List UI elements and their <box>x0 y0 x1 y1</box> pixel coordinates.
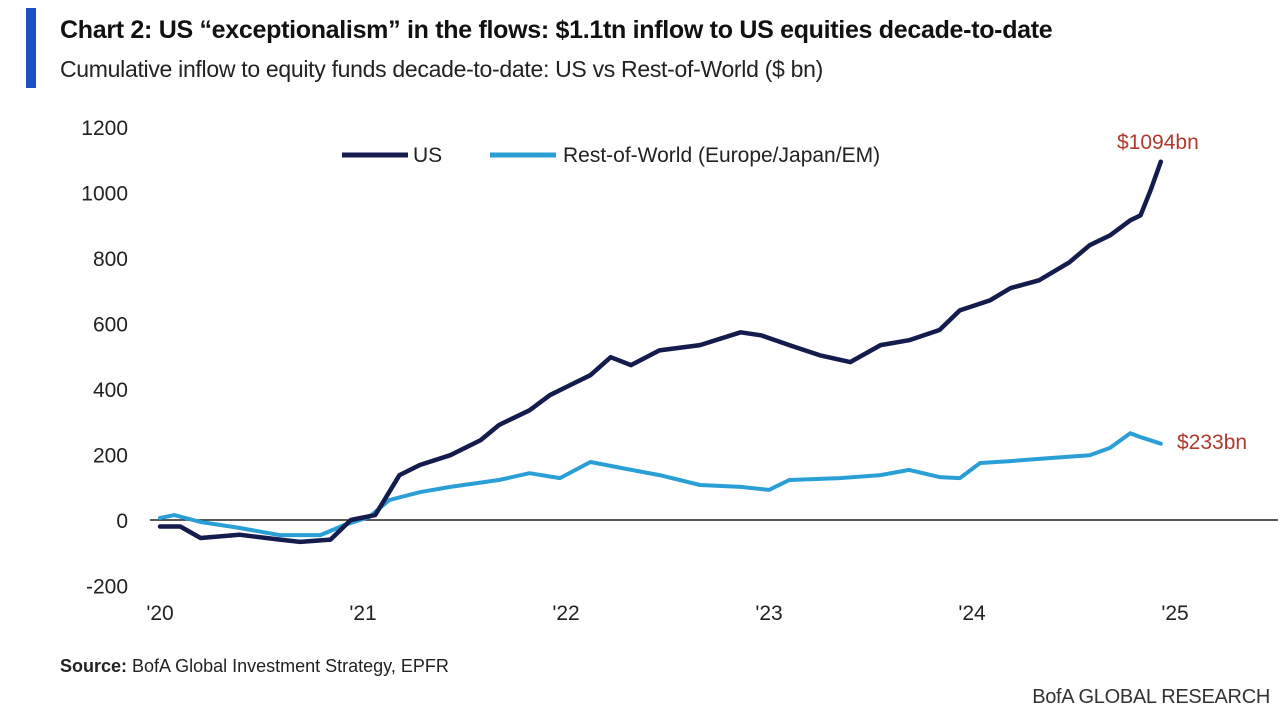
y-tick-label: 1200 <box>81 117 128 140</box>
series-line-row <box>158 431 1163 538</box>
source-text: BofA Global Investment Strategy, EPFR <box>127 656 449 676</box>
source-label: Source: <box>60 656 128 676</box>
y-axis: -200 0 200 400 600 800 1000 1200 <box>81 117 128 599</box>
y-tick-label: 0 <box>116 510 128 533</box>
x-tick-label: '23 <box>755 602 782 625</box>
end-label-row: $233bn <box>1177 431 1247 454</box>
y-tick-label: 200 <box>93 445 128 468</box>
y-tick-label: 600 <box>93 314 128 337</box>
title-accent-bar <box>26 8 36 88</box>
y-tick-label: 400 <box>93 379 128 402</box>
x-tick-label: '25 <box>1161 602 1188 625</box>
x-tick-label: '22 <box>552 602 579 625</box>
x-axis: '20 '21 '22 '23 '24 '25 <box>146 602 1188 625</box>
series-lines <box>157 159 1164 545</box>
legend-label-row: Rest-of-World (Europe/Japan/EM) <box>563 144 880 167</box>
source-note: Source: BofA Global Investment Strategy,… <box>60 656 449 677</box>
x-tick-label: '21 <box>349 602 376 625</box>
x-tick-label: '24 <box>958 602 986 625</box>
chart-subtitle: Cumulative inflow to equity funds decade… <box>60 56 823 82</box>
end-label-us: $1094bn <box>1117 131 1199 154</box>
brand-logo-text: BofA GLOBAL RESEARCH <box>1032 686 1270 708</box>
series-line-us <box>157 159 1164 545</box>
chart-title: Chart 2: US “exceptionalism” in the flow… <box>60 16 1053 44</box>
legend-label-us: US <box>413 144 442 167</box>
y-tick-label: -200 <box>86 576 128 599</box>
x-tick-label: '20 <box>146 602 173 625</box>
y-tick-label: 800 <box>93 248 128 271</box>
legend: US Rest-of-World (Europe/Japan/EM) <box>342 144 880 167</box>
y-tick-label: 1000 <box>81 183 128 206</box>
